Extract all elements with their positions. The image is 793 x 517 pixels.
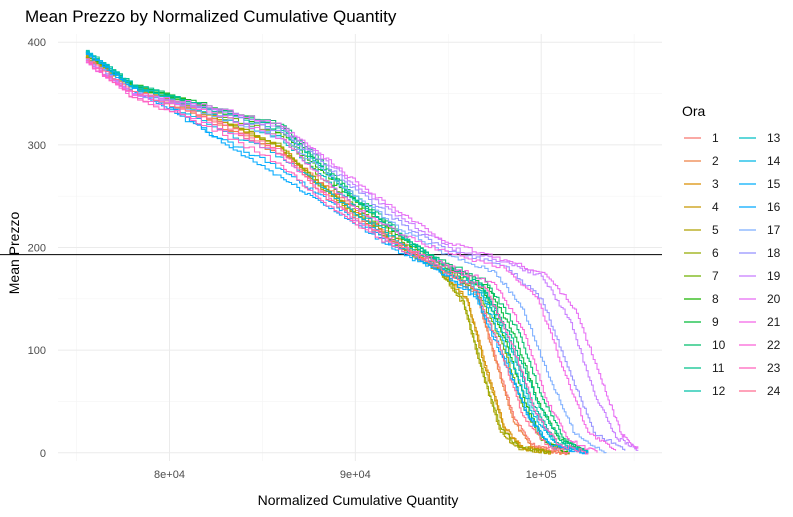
- legend-label-8: 8: [712, 292, 719, 306]
- series-line-9: [85, 51, 589, 454]
- x-tick-label: 1e+05: [526, 469, 557, 481]
- legend-label-22: 22: [767, 338, 781, 352]
- legend-label-11: 11: [712, 361, 725, 375]
- y-axis-ticks: 0 100 200 300 400: [28, 37, 46, 460]
- series-line-6: [85, 57, 552, 454]
- legend-label-19: 19: [767, 269, 781, 283]
- series-line-3: [85, 57, 552, 454]
- legend-label-17: 17: [767, 223, 781, 237]
- legend-label-9: 9: [712, 315, 719, 329]
- legend-label-14: 14: [767, 154, 781, 168]
- x-tick-label: 8e+04: [154, 469, 185, 481]
- series-line-21: [85, 62, 617, 451]
- series-line-19: [85, 60, 639, 451]
- series-line-17: [85, 58, 607, 454]
- legend-label-7: 7: [712, 269, 719, 283]
- series-line-10: [85, 51, 589, 455]
- y-tick-label: 300: [28, 140, 46, 152]
- y-tick-label: 400: [28, 37, 46, 49]
- legend: Ora 123456789101112131415161718192021222…: [682, 103, 781, 398]
- legend-label-18: 18: [767, 246, 781, 260]
- legend-label-4: 4: [712, 200, 719, 214]
- chart-title: Mean Prezzo by Normalized Cumulative Qua…: [25, 7, 397, 26]
- series-line-12: [85, 49, 589, 453]
- x-axis-title: Normalized Cumulative Quantity: [258, 492, 459, 508]
- legend-label-16: 16: [767, 200, 781, 214]
- legend-label-12: 12: [712, 384, 726, 398]
- legend-label-21: 21: [767, 315, 781, 329]
- legend-label-6: 6: [712, 246, 719, 260]
- y-tick-label: 200: [28, 243, 46, 255]
- y-axis-title: Mean Prezzo: [6, 212, 22, 295]
- legend-label-13: 13: [767, 131, 781, 145]
- legend-label-24: 24: [767, 384, 781, 398]
- series-line-11: [85, 50, 589, 454]
- series-line-13: [85, 50, 589, 454]
- series-line-4: [85, 56, 552, 455]
- legend-label-5: 5: [712, 223, 719, 237]
- y-tick-label: 100: [28, 345, 46, 357]
- series-lines: [85, 49, 639, 456]
- x-tick-label: 9e+04: [340, 469, 371, 481]
- legend-label-3: 3: [712, 177, 719, 191]
- series-line-24: [85, 58, 570, 455]
- legend-label-1: 1: [712, 131, 719, 145]
- series-line-8: [85, 52, 570, 454]
- legend-label-20: 20: [767, 292, 781, 306]
- legend-title: Ora: [682, 103, 706, 119]
- legend-label-15: 15: [767, 177, 781, 191]
- series-line-16: [85, 53, 589, 455]
- series-line-1: [85, 56, 570, 455]
- series-line-23: [85, 60, 589, 455]
- x-axis-ticks: 8e+04 9e+04 1e+05: [154, 469, 557, 481]
- series-line-14: [85, 51, 589, 454]
- series-line-7: [85, 53, 570, 455]
- legend-label-23: 23: [767, 361, 781, 375]
- legend-label-2: 2: [712, 154, 719, 168]
- series-line-15: [85, 52, 589, 454]
- series-line-2: [85, 57, 570, 456]
- series-line-20: [85, 61, 639, 450]
- legend-label-10: 10: [712, 338, 726, 352]
- y-tick-label: 0: [40, 448, 46, 460]
